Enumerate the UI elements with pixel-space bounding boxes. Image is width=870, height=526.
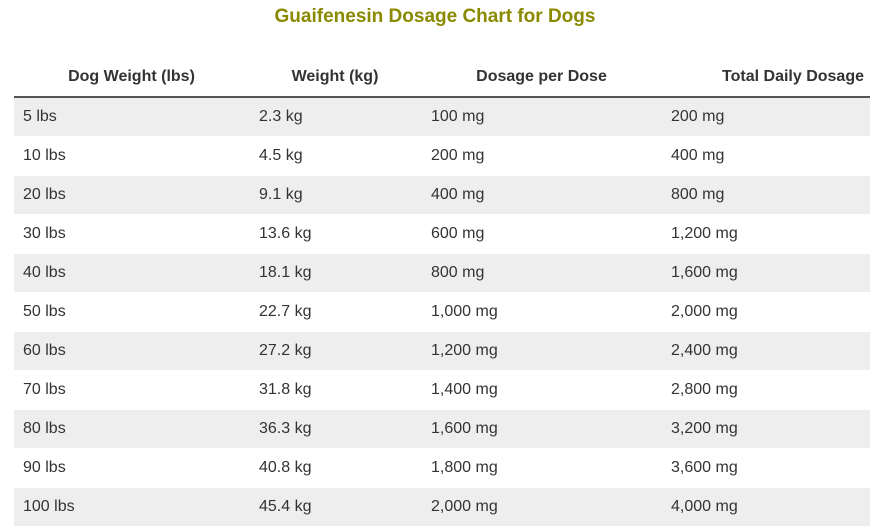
cell-weight-kg: 4.5 kg <box>249 137 421 176</box>
table-header-row: Dog Weight (lbs) Weight (kg) Dosage per … <box>14 58 870 97</box>
cell-dosage-per-dose: 2,000 mg <box>421 488 662 526</box>
table-row: 5 lbs 2.3 kg 100 mg 200 mg <box>14 97 870 137</box>
cell-dog-weight-lbs: 40 lbs <box>14 254 249 293</box>
table-row: 70 lbs 31.8 kg 1,400 mg 2,800 mg <box>14 371 870 410</box>
table-row: 30 lbs 13.6 kg 600 mg 1,200 mg <box>14 215 870 254</box>
column-header-total-daily-dosage: Total Daily Dosage <box>662 58 870 97</box>
cell-weight-kg: 22.7 kg <box>249 293 421 332</box>
table-row: 40 lbs 18.1 kg 800 mg 1,600 mg <box>14 254 870 293</box>
table-row: 80 lbs 36.3 kg 1,600 mg 3,200 mg <box>14 410 870 449</box>
table-row: 50 lbs 22.7 kg 1,000 mg 2,000 mg <box>14 293 870 332</box>
cell-dog-weight-lbs: 80 lbs <box>14 410 249 449</box>
page-title: Guaifenesin Dosage Chart for Dogs <box>0 6 870 28</box>
cell-total-daily-dosage: 400 mg <box>662 137 870 176</box>
cell-total-daily-dosage: 1,600 mg <box>662 254 870 293</box>
cell-dog-weight-lbs: 30 lbs <box>14 215 249 254</box>
cell-dog-weight-lbs: 10 lbs <box>14 137 249 176</box>
cell-dog-weight-lbs: 20 lbs <box>14 176 249 215</box>
cell-dosage-per-dose: 600 mg <box>421 215 662 254</box>
table-row: 90 lbs 40.8 kg 1,800 mg 3,600 mg <box>14 449 870 488</box>
column-header-dog-weight-lbs: Dog Weight (lbs) <box>14 58 249 97</box>
cell-dog-weight-lbs: 60 lbs <box>14 332 249 371</box>
cell-dog-weight-lbs: 100 lbs <box>14 488 249 526</box>
cell-dog-weight-lbs: 70 lbs <box>14 371 249 410</box>
cell-total-daily-dosage: 200 mg <box>662 97 870 137</box>
cell-dog-weight-lbs: 50 lbs <box>14 293 249 332</box>
cell-weight-kg: 40.8 kg <box>249 449 421 488</box>
cell-weight-kg: 31.8 kg <box>249 371 421 410</box>
cell-dosage-per-dose: 400 mg <box>421 176 662 215</box>
table-row: 100 lbs 45.4 kg 2,000 mg 4,000 mg <box>14 488 870 526</box>
cell-total-daily-dosage: 3,600 mg <box>662 449 870 488</box>
cell-dosage-per-dose: 800 mg <box>421 254 662 293</box>
cell-dosage-per-dose: 200 mg <box>421 137 662 176</box>
cell-dosage-per-dose: 1,600 mg <box>421 410 662 449</box>
cell-dosage-per-dose: 100 mg <box>421 97 662 137</box>
cell-total-daily-dosage: 2,400 mg <box>662 332 870 371</box>
cell-dosage-per-dose: 1,000 mg <box>421 293 662 332</box>
cell-weight-kg: 36.3 kg <box>249 410 421 449</box>
cell-dog-weight-lbs: 90 lbs <box>14 449 249 488</box>
cell-weight-kg: 45.4 kg <box>249 488 421 526</box>
table-row: 10 lbs 4.5 kg 200 mg 400 mg <box>14 137 870 176</box>
cell-total-daily-dosage: 3,200 mg <box>662 410 870 449</box>
cell-weight-kg: 13.6 kg <box>249 215 421 254</box>
column-header-dosage-per-dose: Dosage per Dose <box>421 58 662 97</box>
cell-total-daily-dosage: 4,000 mg <box>662 488 870 526</box>
cell-weight-kg: 2.3 kg <box>249 97 421 137</box>
cell-total-daily-dosage: 1,200 mg <box>662 215 870 254</box>
cell-dosage-per-dose: 1,800 mg <box>421 449 662 488</box>
cell-total-daily-dosage: 2,000 mg <box>662 293 870 332</box>
cell-total-daily-dosage: 800 mg <box>662 176 870 215</box>
cell-weight-kg: 18.1 kg <box>249 254 421 293</box>
dosage-table: Dog Weight (lbs) Weight (kg) Dosage per … <box>14 58 870 526</box>
table-row: 20 lbs 9.1 kg 400 mg 800 mg <box>14 176 870 215</box>
cell-dosage-per-dose: 1,200 mg <box>421 332 662 371</box>
cell-total-daily-dosage: 2,800 mg <box>662 371 870 410</box>
cell-weight-kg: 9.1 kg <box>249 176 421 215</box>
cell-dog-weight-lbs: 5 lbs <box>14 97 249 137</box>
table-row: 60 lbs 27.2 kg 1,200 mg 2,400 mg <box>14 332 870 371</box>
cell-dosage-per-dose: 1,400 mg <box>421 371 662 410</box>
column-header-weight-kg: Weight (kg) <box>249 58 421 97</box>
cell-weight-kg: 27.2 kg <box>249 332 421 371</box>
